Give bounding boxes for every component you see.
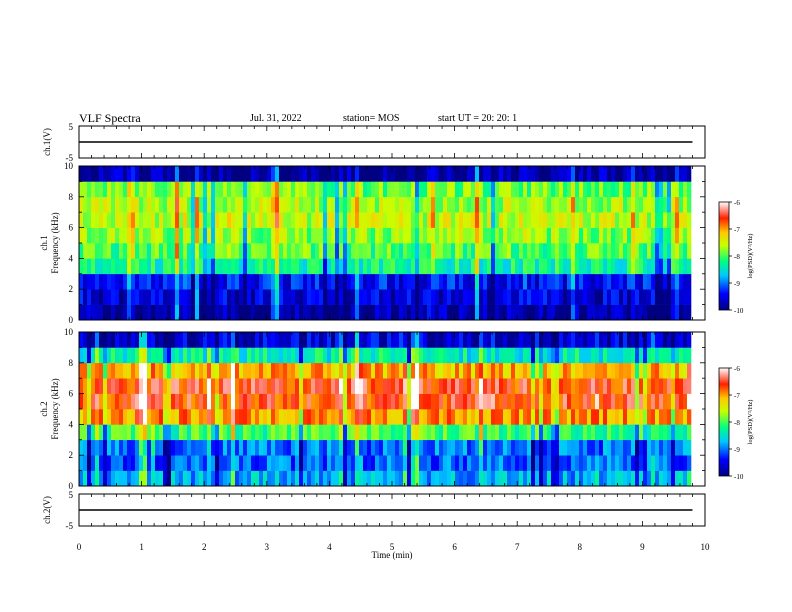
xtick-label: 2 bbox=[202, 542, 207, 552]
ytick-label: -5 bbox=[66, 153, 74, 163]
colorbar-tick-label: -8 bbox=[734, 253, 740, 261]
ytick-label: 4 bbox=[69, 253, 74, 263]
ytick-label: 8 bbox=[69, 192, 74, 202]
y-axis-label: ch.2(V) bbox=[42, 496, 52, 524]
ytick-label: 0 bbox=[69, 315, 74, 325]
y-axis-label: ch.1(V) bbox=[42, 128, 52, 156]
y-axis-label-channel: ch.2 bbox=[39, 401, 49, 416]
colorbar-label: log(PSD)(V²/Hz) bbox=[747, 400, 754, 445]
ytick-label: 5 bbox=[69, 490, 74, 500]
xtick-label: 1 bbox=[139, 542, 144, 552]
xtick-label: 4 bbox=[327, 542, 332, 552]
ytick-label: 2 bbox=[69, 284, 74, 294]
xtick-label: 9 bbox=[640, 542, 645, 552]
colorbar-1 bbox=[718, 201, 730, 311]
xtick-label: 5 bbox=[390, 542, 395, 552]
ytick-label: -5 bbox=[66, 521, 74, 531]
date-label: Jul. 31, 2022 bbox=[250, 113, 302, 124]
y-axis-label-channel: ch.1 bbox=[39, 235, 49, 250]
colorbar-tick-label: -6 bbox=[734, 199, 740, 207]
ytick-label: 10 bbox=[64, 161, 74, 171]
x-axis-label: Time (min) bbox=[372, 550, 413, 560]
colorbar-label: log(PSD)(V²/Hz) bbox=[747, 234, 754, 279]
colorbar-2 bbox=[718, 367, 730, 477]
colorbar-tick-label: -10 bbox=[734, 307, 744, 315]
colorbar-tick-label: -7 bbox=[734, 392, 740, 400]
station-label: station= MOS bbox=[343, 113, 400, 124]
y-axis-label-frequency: Frequency (kHz) bbox=[50, 378, 60, 439]
ytick-label: 8 bbox=[69, 358, 74, 368]
colorbar-tick-label: -6 bbox=[734, 365, 740, 373]
colorbar-tick-label: -9 bbox=[734, 446, 740, 454]
ytick-label: 6 bbox=[69, 223, 74, 233]
spectrogram-cells-1 bbox=[79, 166, 692, 321]
ytick-label: 4 bbox=[69, 419, 74, 429]
ytick-label: 2 bbox=[69, 450, 74, 460]
xtick-label: 10 bbox=[701, 542, 711, 552]
colorbar-tick-label: -7 bbox=[734, 226, 740, 234]
colorbar-tick-label: -10 bbox=[734, 473, 744, 481]
xtick-label: 0 bbox=[77, 542, 82, 552]
spectrogram-cells-2 bbox=[79, 332, 692, 487]
y-axis-label-frequency: Frequency (kHz) bbox=[50, 212, 60, 273]
start-time-label: start UT = 20: 20: 1 bbox=[438, 113, 518, 124]
ytick-label: 10 bbox=[64, 327, 74, 337]
chart-title: VLF Spectra bbox=[79, 111, 141, 125]
xtick-label: 8 bbox=[578, 542, 583, 552]
xtick-label: 3 bbox=[265, 542, 270, 552]
ytick-label: 0 bbox=[69, 481, 74, 491]
ytick-label: 5 bbox=[69, 122, 74, 132]
colorbar-tick-label: -9 bbox=[734, 280, 740, 288]
xtick-label: 6 bbox=[452, 542, 457, 552]
xtick-label: 7 bbox=[515, 542, 520, 552]
colorbar-tick-label: -8 bbox=[734, 419, 740, 427]
ytick-label: 6 bbox=[69, 389, 74, 399]
